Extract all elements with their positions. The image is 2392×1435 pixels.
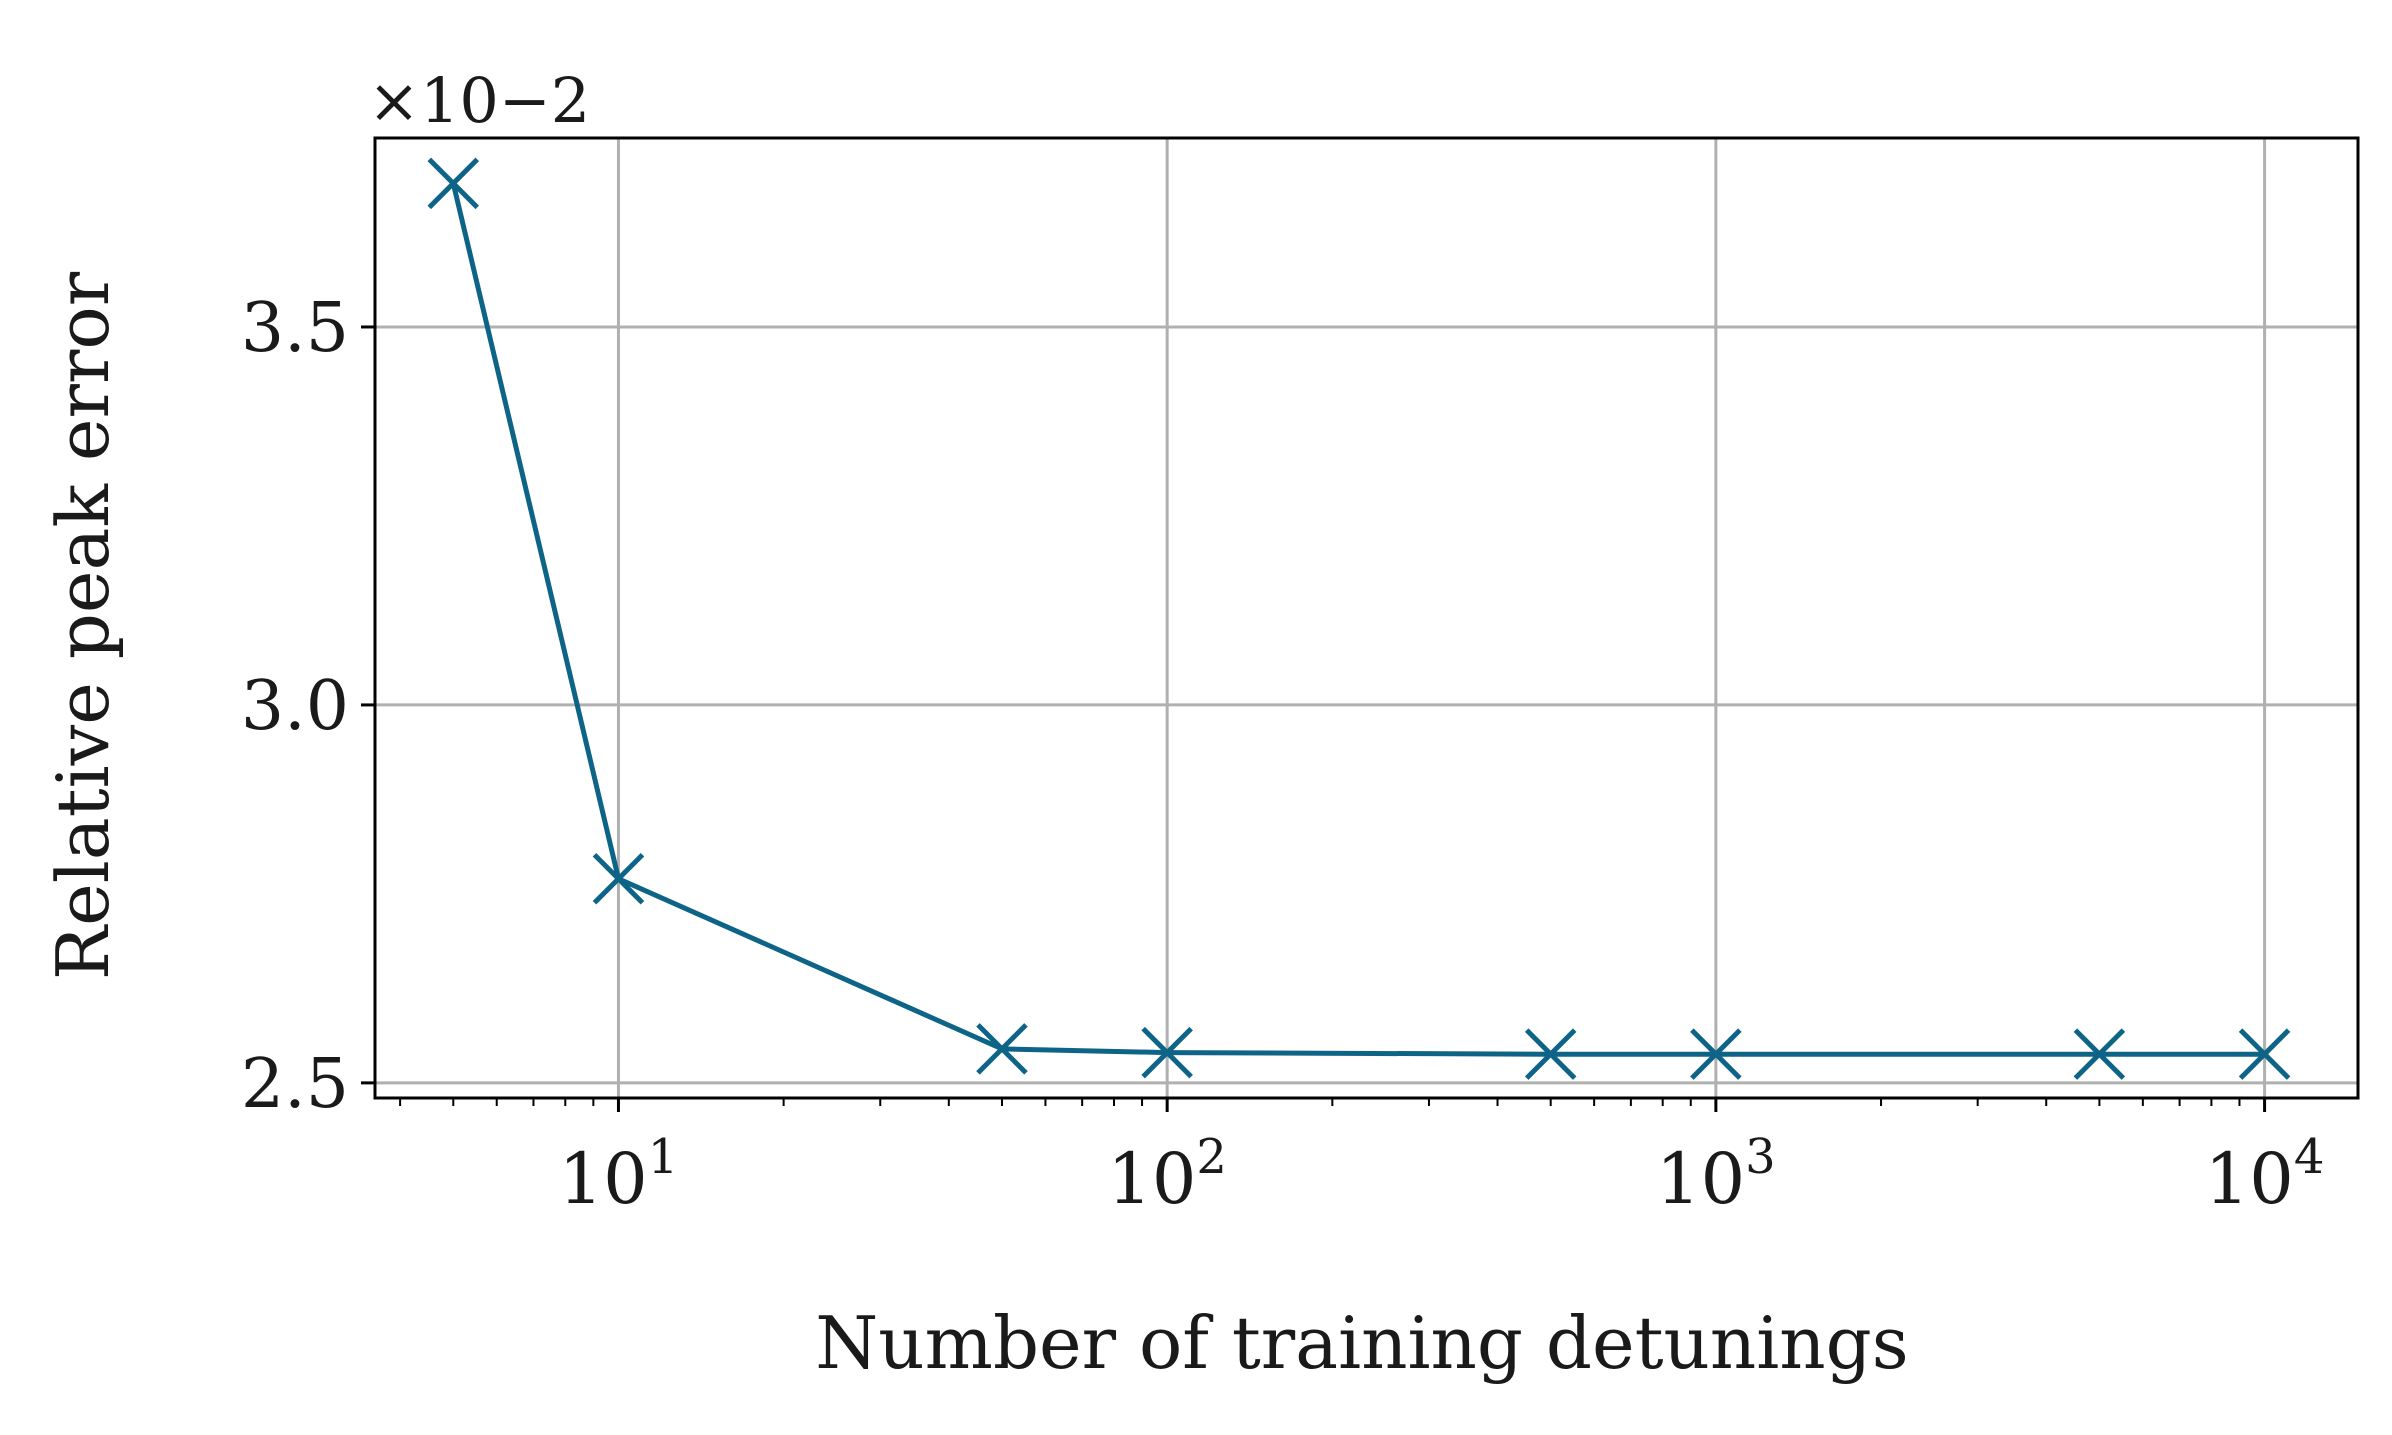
marker-stroke xyxy=(427,157,480,210)
data-point-marker xyxy=(1141,1026,1193,1079)
axis-ticks: 2.5 3.0 3.5 101 102 103 104 xyxy=(241,289,2325,1220)
marker-stroke xyxy=(2073,1028,2126,1080)
series-line xyxy=(450,182,2265,1057)
y-tick-label: 3.5 xyxy=(241,289,349,368)
data-point-marker xyxy=(976,1023,1028,1075)
marker-stroke xyxy=(976,1023,1028,1075)
marker-stroke xyxy=(1690,1028,1742,1080)
y-tick-label: 2.5 xyxy=(241,1045,349,1124)
x-tick-label: 104 xyxy=(2205,1129,2325,1220)
data-point-marker xyxy=(592,853,645,905)
x-axis-label: Number of training detunings xyxy=(815,1301,1908,1385)
data-point-marker xyxy=(1524,1028,1577,1080)
data-point-marker xyxy=(427,157,480,210)
y-tick-label: 3.0 xyxy=(241,667,349,746)
x-tick-label: 101 xyxy=(559,1129,679,1220)
marker-stroke xyxy=(592,853,645,905)
data-point-marker xyxy=(2073,1028,2126,1080)
y-axis-offset-label: ×10−2 xyxy=(368,64,590,137)
data-point-marker xyxy=(2238,1028,2291,1080)
y-axis-label: Relative peak error xyxy=(41,271,125,980)
data-point-marker xyxy=(1690,1028,1742,1080)
x-tick-label: 103 xyxy=(1656,1129,1776,1220)
marker-stroke xyxy=(1524,1028,1577,1080)
x-tick-label: 102 xyxy=(1107,1129,1227,1220)
series-layer xyxy=(427,157,2291,1080)
plot-frame xyxy=(373,136,2360,1100)
marker-stroke xyxy=(2238,1028,2291,1080)
grid-lines xyxy=(375,138,2358,1098)
marker-stroke xyxy=(1141,1026,1193,1079)
